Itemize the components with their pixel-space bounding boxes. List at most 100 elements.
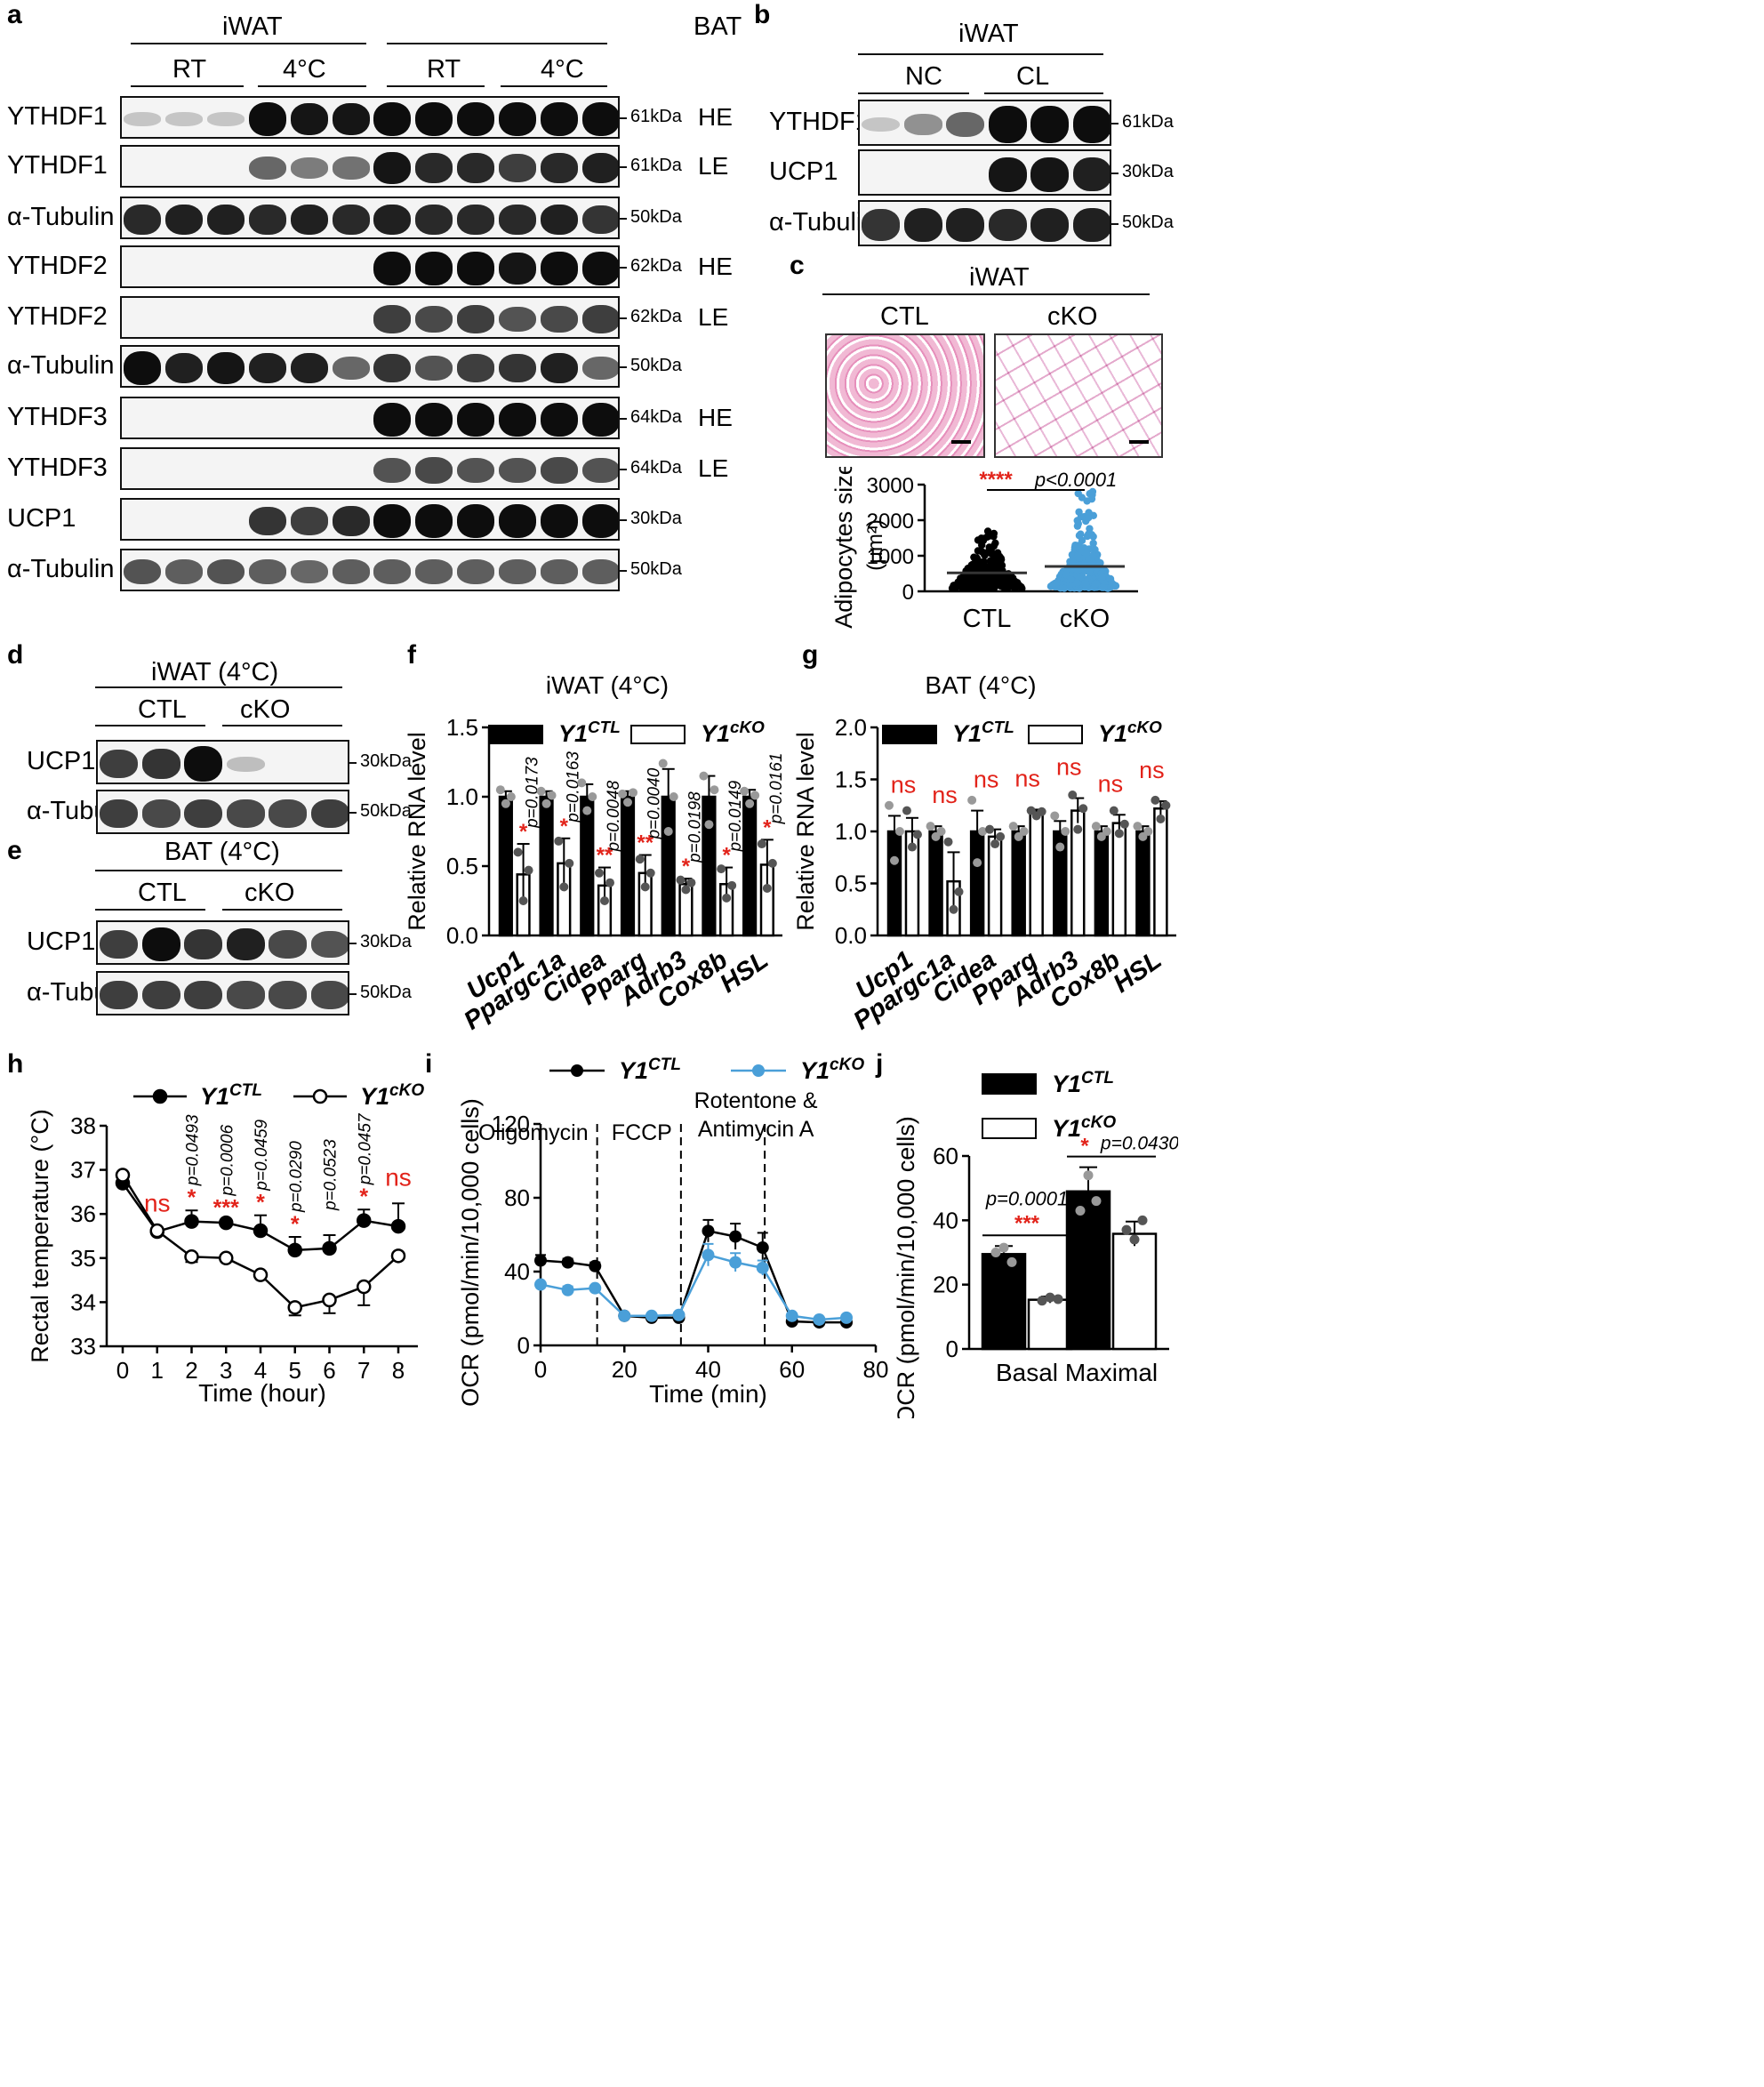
kda-label: 50kDa xyxy=(630,559,682,579)
blot-band xyxy=(540,252,578,285)
blot-band xyxy=(946,208,985,242)
kda-tick xyxy=(620,117,627,119)
blot-band xyxy=(903,114,942,135)
panel-a-group-line xyxy=(387,43,607,44)
data-point xyxy=(322,1292,337,1308)
data-point xyxy=(287,1242,302,1258)
scatter-point xyxy=(990,557,998,566)
panel-b-letter: b xyxy=(754,0,771,29)
p-value: p=0.0430 xyxy=(1100,1134,1178,1154)
blot-band xyxy=(184,980,223,1010)
scatter-point xyxy=(1053,579,1062,587)
scatter-point xyxy=(1085,530,1094,539)
scatter-point xyxy=(981,551,989,559)
data-point xyxy=(219,1250,234,1266)
data-point xyxy=(1073,824,1083,834)
data-point xyxy=(936,827,946,836)
data-point xyxy=(1053,1294,1063,1304)
blot-band xyxy=(1072,157,1110,191)
data-point xyxy=(506,792,516,801)
blot-band xyxy=(862,116,901,132)
blot-band xyxy=(540,306,578,333)
y-tick-label: 40 xyxy=(933,1207,958,1233)
ns-label: ns xyxy=(144,1190,171,1217)
kda-tick xyxy=(349,943,357,944)
scatter-point xyxy=(990,564,998,573)
blot-row-label: YTHDF3 xyxy=(7,454,108,482)
x-axis-label: Time (hour) xyxy=(198,1379,326,1407)
data-point xyxy=(1121,1224,1132,1235)
data-point xyxy=(1119,819,1129,829)
blot-band xyxy=(1030,208,1070,242)
kda-label: 30kDa xyxy=(1122,162,1174,181)
data-point xyxy=(907,842,917,852)
scatter-point xyxy=(1077,530,1085,538)
data-point xyxy=(704,820,714,830)
data-point xyxy=(998,1242,1009,1253)
data-point xyxy=(390,1218,406,1234)
panel-d-cond-line xyxy=(222,725,342,726)
data-point xyxy=(681,885,691,895)
bar xyxy=(1111,1232,1158,1351)
legend-swatch xyxy=(882,725,937,744)
scatter-point xyxy=(948,584,957,592)
significance-stars: * xyxy=(188,1185,196,1210)
panel-b-group: iWAT xyxy=(958,20,1019,48)
data-point xyxy=(840,1311,854,1324)
data-point xyxy=(600,896,609,905)
blot-band xyxy=(540,457,578,484)
panel-g-letter: g xyxy=(802,640,819,670)
p-value: p=0.0001 xyxy=(985,1187,1068,1209)
y-tick-label: 1000 xyxy=(867,545,914,569)
y-tick-label: 1.5 xyxy=(835,767,867,793)
ns-label: ns xyxy=(932,782,958,808)
x-tick-label: cKO xyxy=(1060,605,1110,631)
blot-band xyxy=(248,506,286,536)
scatter-point xyxy=(1098,574,1106,582)
p-value: p=0.0040 xyxy=(645,767,664,839)
data-point xyxy=(629,788,637,798)
panel-a-cond-line xyxy=(258,85,366,87)
ns-label: ns xyxy=(385,1163,412,1191)
injection-label: Rotentone & xyxy=(694,1088,818,1113)
x-tick-label: Basal xyxy=(996,1359,1058,1386)
p-value: p=0.0198 xyxy=(686,791,704,863)
legend-swatch xyxy=(630,725,686,744)
bar xyxy=(1094,830,1110,937)
blot-band xyxy=(415,457,453,484)
blot-band xyxy=(457,402,495,437)
scatter-point xyxy=(1073,579,1082,587)
blot-band xyxy=(415,503,453,539)
panel-c-group: iWAT xyxy=(969,263,1030,292)
kda-label: 62kDa xyxy=(630,256,682,276)
scatter-point xyxy=(1008,578,1016,587)
data-point xyxy=(357,1279,372,1295)
data-point xyxy=(722,893,732,903)
blot-band xyxy=(946,111,985,138)
data-point xyxy=(1114,829,1124,839)
y-axis-label: Rectal temperature (°C) xyxy=(27,1109,53,1362)
data-point xyxy=(1068,791,1078,800)
scale-bar xyxy=(951,440,971,444)
data-point xyxy=(565,858,574,868)
y-tick-label: 60 xyxy=(933,1143,958,1169)
scale-bar xyxy=(1129,440,1149,444)
blot-band xyxy=(498,559,536,584)
blot-band xyxy=(373,152,412,184)
data-point xyxy=(1019,827,1029,836)
scatter-point xyxy=(1074,551,1082,559)
blot-strip xyxy=(858,200,1111,246)
blot-band xyxy=(124,205,162,235)
blot-band xyxy=(581,503,618,539)
panel-e-group: BAT (4°C) xyxy=(164,838,280,866)
panel-c-group-line xyxy=(822,293,1150,295)
exposure-label: LE xyxy=(698,152,729,180)
data-point xyxy=(534,1278,547,1291)
data-point xyxy=(902,806,911,815)
blot-band xyxy=(373,204,412,236)
scatter-point xyxy=(1086,525,1094,533)
scatter-point xyxy=(1018,584,1026,592)
kda-tick xyxy=(620,519,627,521)
data-point xyxy=(1156,814,1166,823)
